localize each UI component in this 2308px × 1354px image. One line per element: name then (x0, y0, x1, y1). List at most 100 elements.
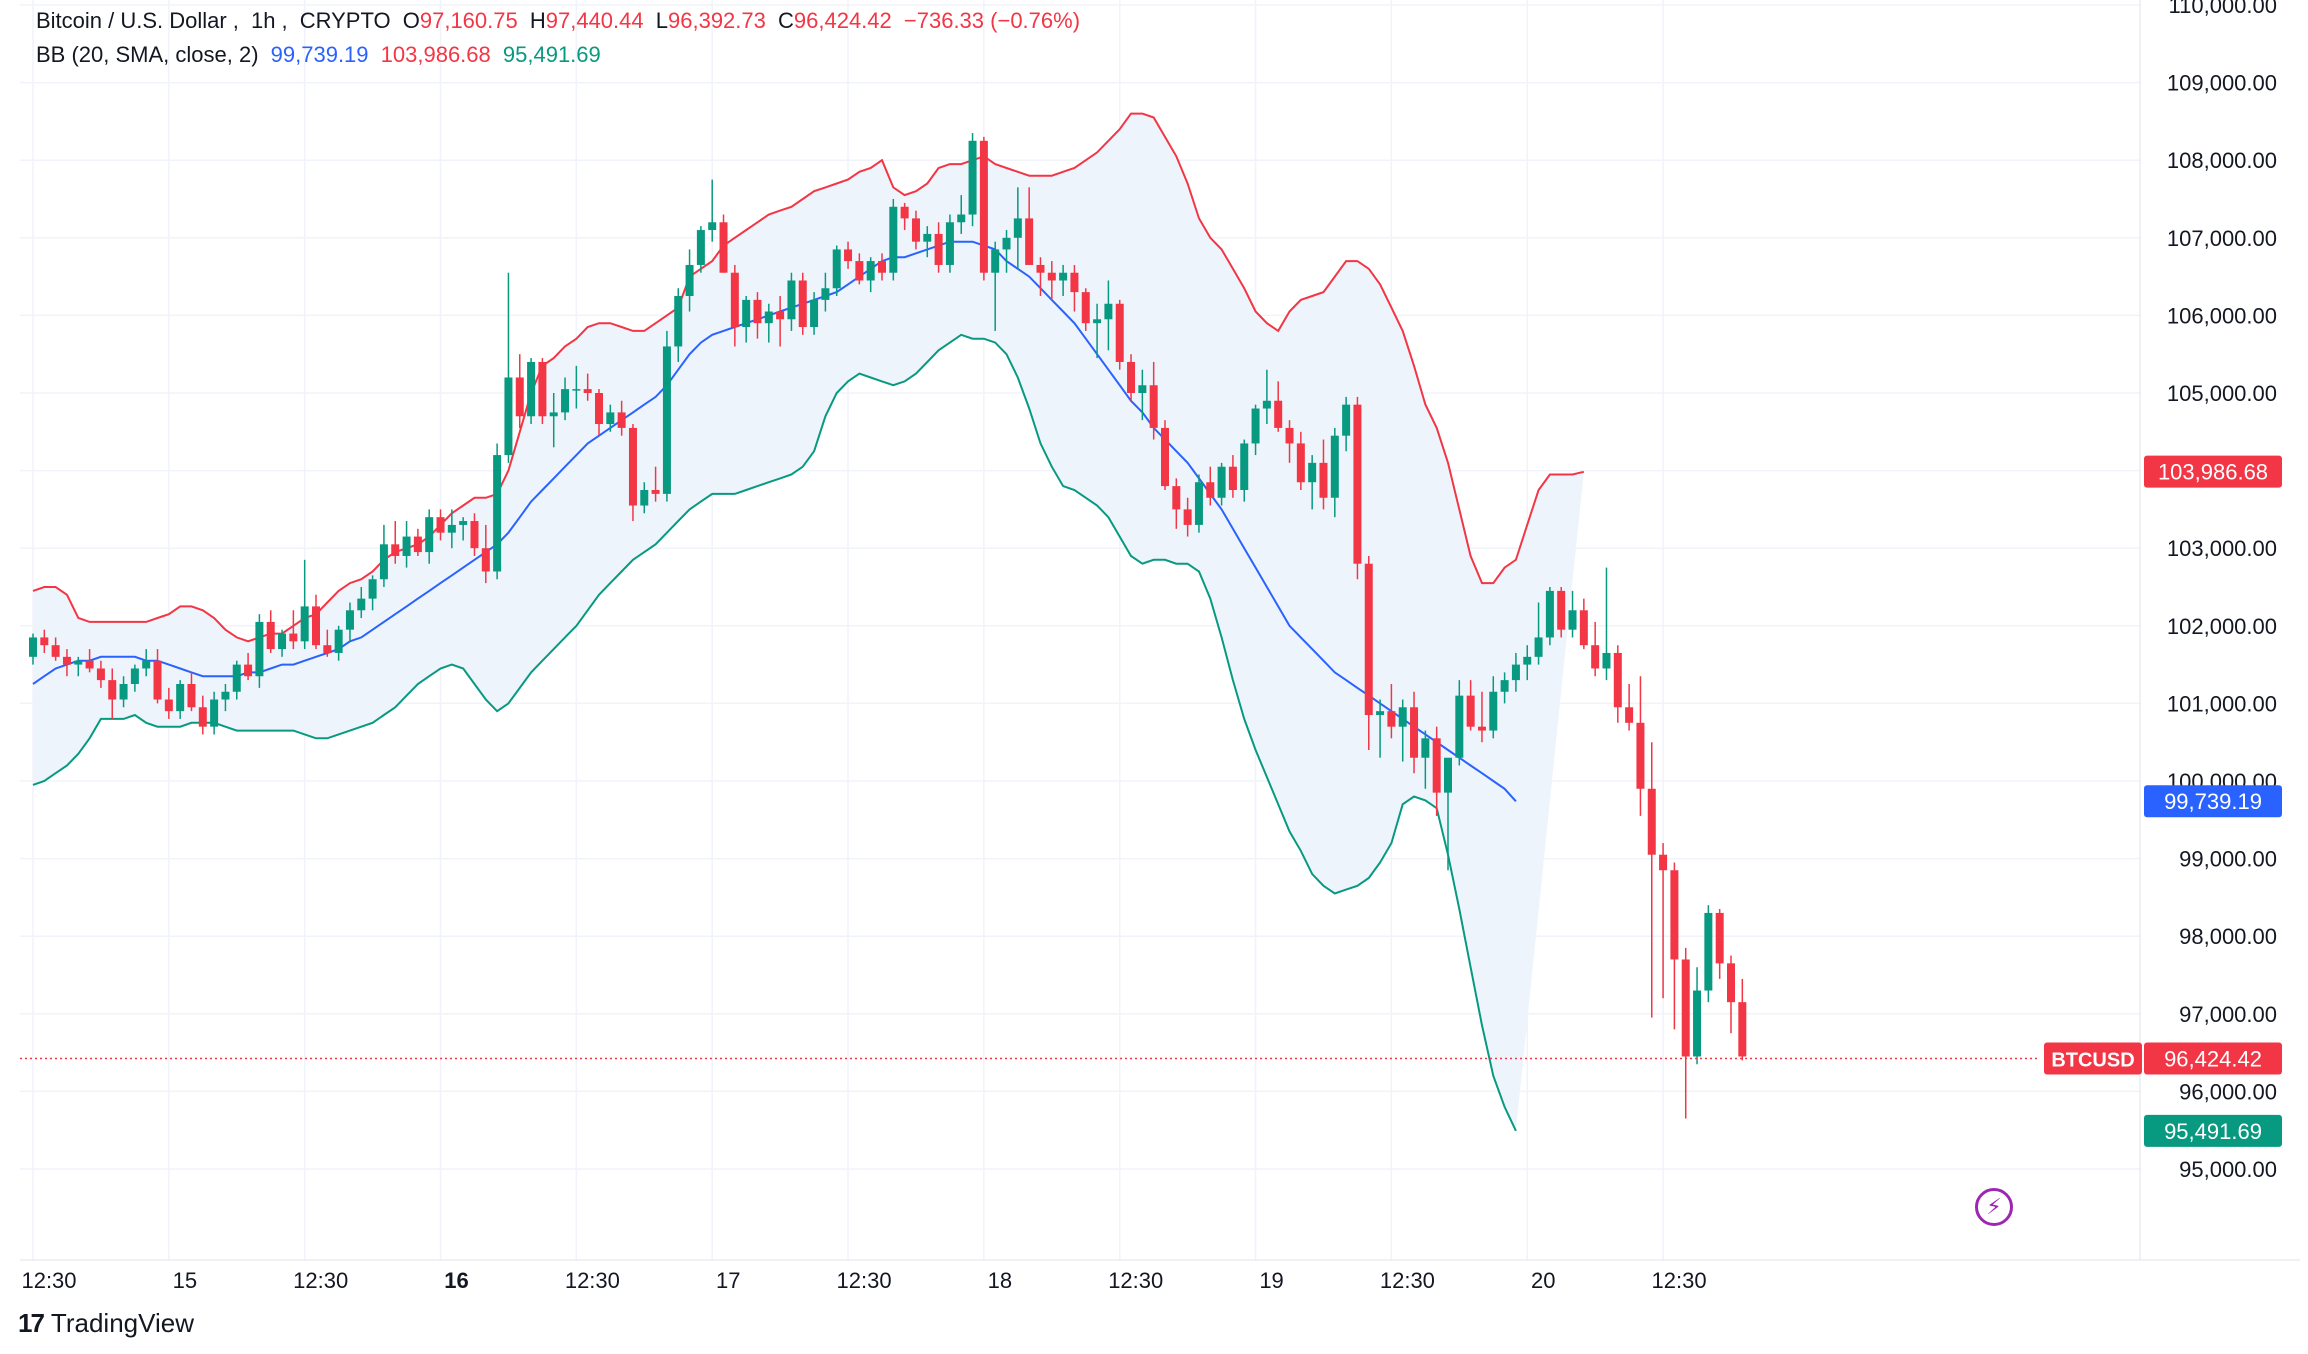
candle-60 (708, 179, 717, 242)
candle-88 (1025, 187, 1034, 265)
ticker-tag: BTCUSD (2051, 1049, 2134, 1071)
candle-132 (1523, 645, 1532, 681)
last-price-label: 96,424.42 (2164, 1046, 2262, 1071)
candle-body (119, 684, 128, 700)
candle-20 (255, 614, 264, 688)
candle-78 (911, 210, 920, 250)
candle-body (470, 521, 479, 549)
candle-84 (979, 136, 988, 281)
y-tick-label-10: 105,000.00 (2167, 381, 2277, 406)
candle-body (1387, 711, 1396, 727)
candle-body (85, 660, 94, 669)
candle-27 (334, 625, 343, 661)
brand-name: TradingView (50, 1308, 194, 1338)
lightning-icon[interactable]: ⚡ (1975, 1188, 2013, 1226)
candle-body (481, 548, 490, 572)
bollinger-band-fill (33, 113, 1584, 1131)
candle-72 (844, 241, 853, 269)
tradingview-brand[interactable]: 17 TradingView (18, 1308, 194, 1339)
candle-4 (74, 656, 83, 677)
candle-body (210, 699, 219, 727)
candle-62 (730, 264, 739, 347)
candle-57 (674, 288, 683, 362)
symbol-interval: 1h (250, 8, 276, 33)
candle-body (1557, 590, 1566, 630)
candle-73 (855, 253, 864, 285)
candle-body (1636, 722, 1645, 789)
candle-body (96, 668, 105, 681)
x-tick-label-2: 12:30 (293, 1268, 348, 1293)
candle-body (730, 272, 739, 328)
candle-body (1602, 652, 1611, 669)
candle-body (968, 140, 977, 215)
symbol-legend[interactable]: Bitcoin / U.S. Dollar, 1h, CRYPTO O97,16… (36, 8, 1081, 33)
candle-body (1511, 664, 1520, 681)
candle-39 (470, 513, 479, 556)
candle-139 (1602, 567, 1611, 681)
candle-body (1421, 738, 1430, 758)
candle-95 (1104, 280, 1113, 351)
candle-151 (1738, 978, 1747, 1061)
candle-112 (1296, 431, 1305, 490)
candle-141 (1625, 684, 1634, 731)
candle-body (1489, 691, 1498, 731)
candle-body (1670, 870, 1679, 960)
candle-body (1240, 443, 1249, 490)
candle-body (742, 299, 751, 328)
candle-body (787, 280, 796, 320)
candle-114 (1319, 439, 1328, 510)
candle-98 (1138, 369, 1147, 421)
candle-body (617, 412, 626, 428)
candle-49 (583, 373, 592, 401)
candle-body (40, 637, 49, 646)
candle-134 (1545, 587, 1554, 646)
candle-body (866, 261, 875, 281)
candle-body (934, 233, 943, 265)
candle-body (855, 261, 864, 281)
candle-89 (1036, 257, 1045, 296)
candle-25 (312, 594, 320, 650)
candle-body (776, 311, 785, 320)
candle-body (685, 264, 694, 296)
candle-108 (1251, 404, 1260, 456)
candle-body (1477, 726, 1486, 731)
candle-146 (1681, 947, 1690, 1119)
candle-body (595, 393, 603, 425)
candle-79 (923, 226, 932, 258)
candle-16 (210, 691, 219, 735)
candle-body (221, 691, 230, 700)
candle-body (1647, 788, 1656, 855)
low-value: 96,392.73 (668, 8, 766, 33)
candle-body (515, 377, 524, 417)
candle-61 (719, 214, 728, 273)
candle-124 (1432, 726, 1441, 816)
candle-43 (515, 354, 524, 428)
y-tick-label-0: 95,000.00 (2179, 1157, 2277, 1182)
candle-body (1047, 272, 1056, 281)
candle-body (1025, 218, 1034, 265)
candle-body (1070, 272, 1079, 293)
candle-32 (391, 521, 400, 564)
indicator-legend[interactable]: BB (20, SMA, close, 2) 99,739.19 103,986… (36, 42, 607, 68)
candle-body (1081, 292, 1090, 324)
candle-body (1376, 711, 1385, 716)
time-axis[interactable]: 12:30 15 12:30 16 12:30 17 12:30 18 12:30 19 12:30… (21, 1268, 1706, 1293)
candle-137 (1579, 598, 1588, 650)
candle-83 (968, 133, 977, 227)
candle-105 (1217, 462, 1226, 506)
candle-67 (787, 272, 796, 331)
candle-body (1138, 385, 1147, 393)
price-label-2-bg (2144, 1114, 2282, 1147)
candle-2 (51, 637, 60, 661)
candle-body (1455, 695, 1464, 758)
candle-138 (1591, 621, 1600, 677)
candle-body (1534, 637, 1543, 657)
y-tick-label-1: 96,000.00 (2179, 1079, 2277, 1104)
candle-71 (832, 245, 841, 296)
candle-24 (300, 559, 309, 650)
price-axis[interactable]: 95,000.00 96,000.00 97,000.00 98,000.00 99,0… (2167, 0, 2277, 1182)
candle-48 (572, 365, 581, 409)
price-labels: 103,986.68 99,739.19 95,491.69 96,424.42 BTC… (2044, 455, 2282, 1147)
candle-body (493, 455, 502, 572)
